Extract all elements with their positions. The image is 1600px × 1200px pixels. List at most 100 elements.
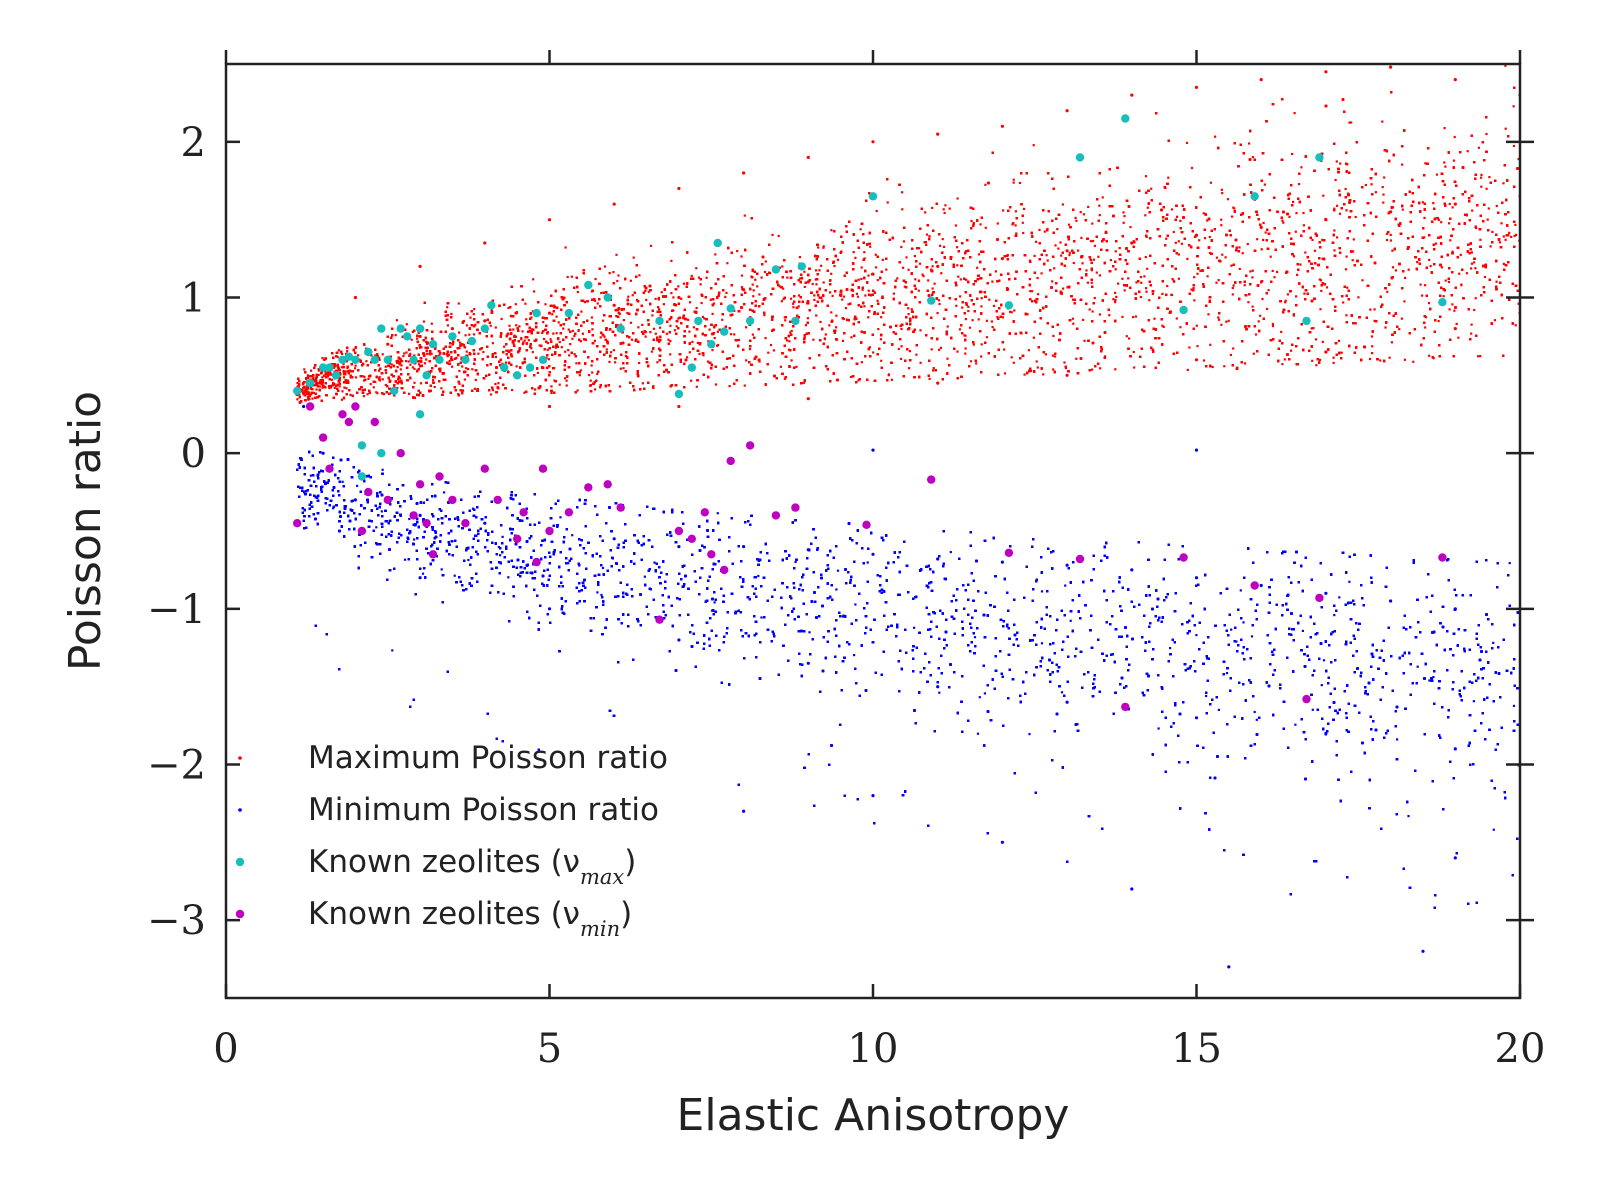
cloud-point [742,545,746,549]
zeolite-point [707,340,716,349]
zeolite-point [532,557,541,567]
cloud-point [677,545,681,549]
cloud-point [1227,965,1231,969]
zeolite-point [564,508,574,517]
y-tick-label: −1 [147,587,206,633]
cloud-point [871,272,875,276]
cloud-point [1389,210,1393,214]
cloud-point [418,334,422,338]
zeolite-point [293,519,302,528]
zeolite-point [674,526,684,536]
y-tick-label: 2 [181,120,206,166]
zeolite-point [1302,694,1311,704]
cloud-point [742,288,746,292]
cloud-point [806,155,810,159]
zeolite-point [305,402,315,411]
zeolite-point [351,402,360,411]
zeolite-point [1250,192,1259,201]
cloud-point [677,295,681,300]
cloud-point [483,521,487,525]
cloud-point [1130,568,1134,572]
zeolite-point [1179,305,1188,315]
cloud-point [1324,218,1328,222]
cloud-point [1065,373,1069,377]
cloud-point [612,202,616,206]
zeolite-point [797,262,806,271]
cloud-point [1194,576,1199,580]
cloud-point [1000,560,1005,564]
legend-label: Maximum Poisson ratio [308,740,668,776]
cloud-point [1259,225,1263,229]
zeolite-point [791,316,800,326]
zeolite-point [771,511,781,520]
cloud-point [1194,85,1199,89]
cloud-point [1130,241,1134,245]
zeolite-point [428,550,438,559]
zeolite-point [364,347,373,357]
zeolite-point [409,355,418,364]
zeolite-point [364,487,373,497]
cloud-point [806,280,810,284]
zeolite-point [519,508,528,517]
cloud-point [1065,700,1069,704]
zeolite-point [1302,316,1311,326]
cloud-point [1000,124,1005,128]
zeolite-point [745,316,755,326]
series-2 [293,114,1447,481]
x-axis-label: Elastic Anisotropy [677,1090,1070,1141]
zeolite-point [461,355,470,364]
zeolite-point [616,324,625,333]
zeolite-point [403,332,412,341]
zeolite-point [493,495,502,505]
zeolite-point [584,483,593,492]
cloud-point [936,685,940,689]
zeolite-point [396,324,405,333]
zeolite-point [318,433,328,442]
zeolite-point [1121,702,1130,712]
x-tick-label: 10 [848,1026,899,1072]
cloud-point [302,386,306,390]
zeolite-point [1075,153,1085,162]
y-tick-label: 0 [181,431,206,477]
cloud-point [677,404,681,409]
cloud-point [321,451,325,455]
cloud-point [936,381,940,385]
data-cloud [295,64,1520,909]
cloud-point [1000,257,1005,261]
cloud-point [547,607,552,611]
cloud-point [806,661,810,665]
zeolite-point [500,363,509,372]
cloud-point [1065,109,1069,113]
zeolite-point [694,316,703,326]
legend-marker [235,857,245,867]
zeolite-point [293,386,302,396]
zeolite-point [532,308,541,318]
cloud-point [1194,233,1199,237]
cloud-point [302,404,306,409]
cloud-point [936,132,940,136]
zeolite-point [318,363,328,372]
y-axis-ticks: 2 1 0 −1 −2 −3 [147,120,1534,944]
cloud-point [450,327,454,331]
zeolite-point [377,449,386,458]
zeolite-point [603,293,612,302]
x-tick-label: 20 [1495,1026,1546,1072]
cloud-point [1453,327,1457,331]
legend-label: Known zeolites (νmax) [308,844,636,889]
cloud-point [612,537,616,541]
zeolite-point [525,363,535,372]
zeolite-point [480,324,489,333]
zeolite-point [700,508,709,517]
zeolite-point [687,363,696,372]
zeolite-point [862,520,871,529]
zeolite-point [396,449,405,458]
zeolite-point [1004,548,1014,557]
zeolite-point [448,332,457,341]
y-tick-label: −3 [147,898,206,944]
cloud-point [1453,78,1457,82]
zeolite-point [390,386,399,396]
zeolite-point [791,503,800,512]
zeolite-point [655,316,664,326]
cloud-point [1194,358,1199,362]
